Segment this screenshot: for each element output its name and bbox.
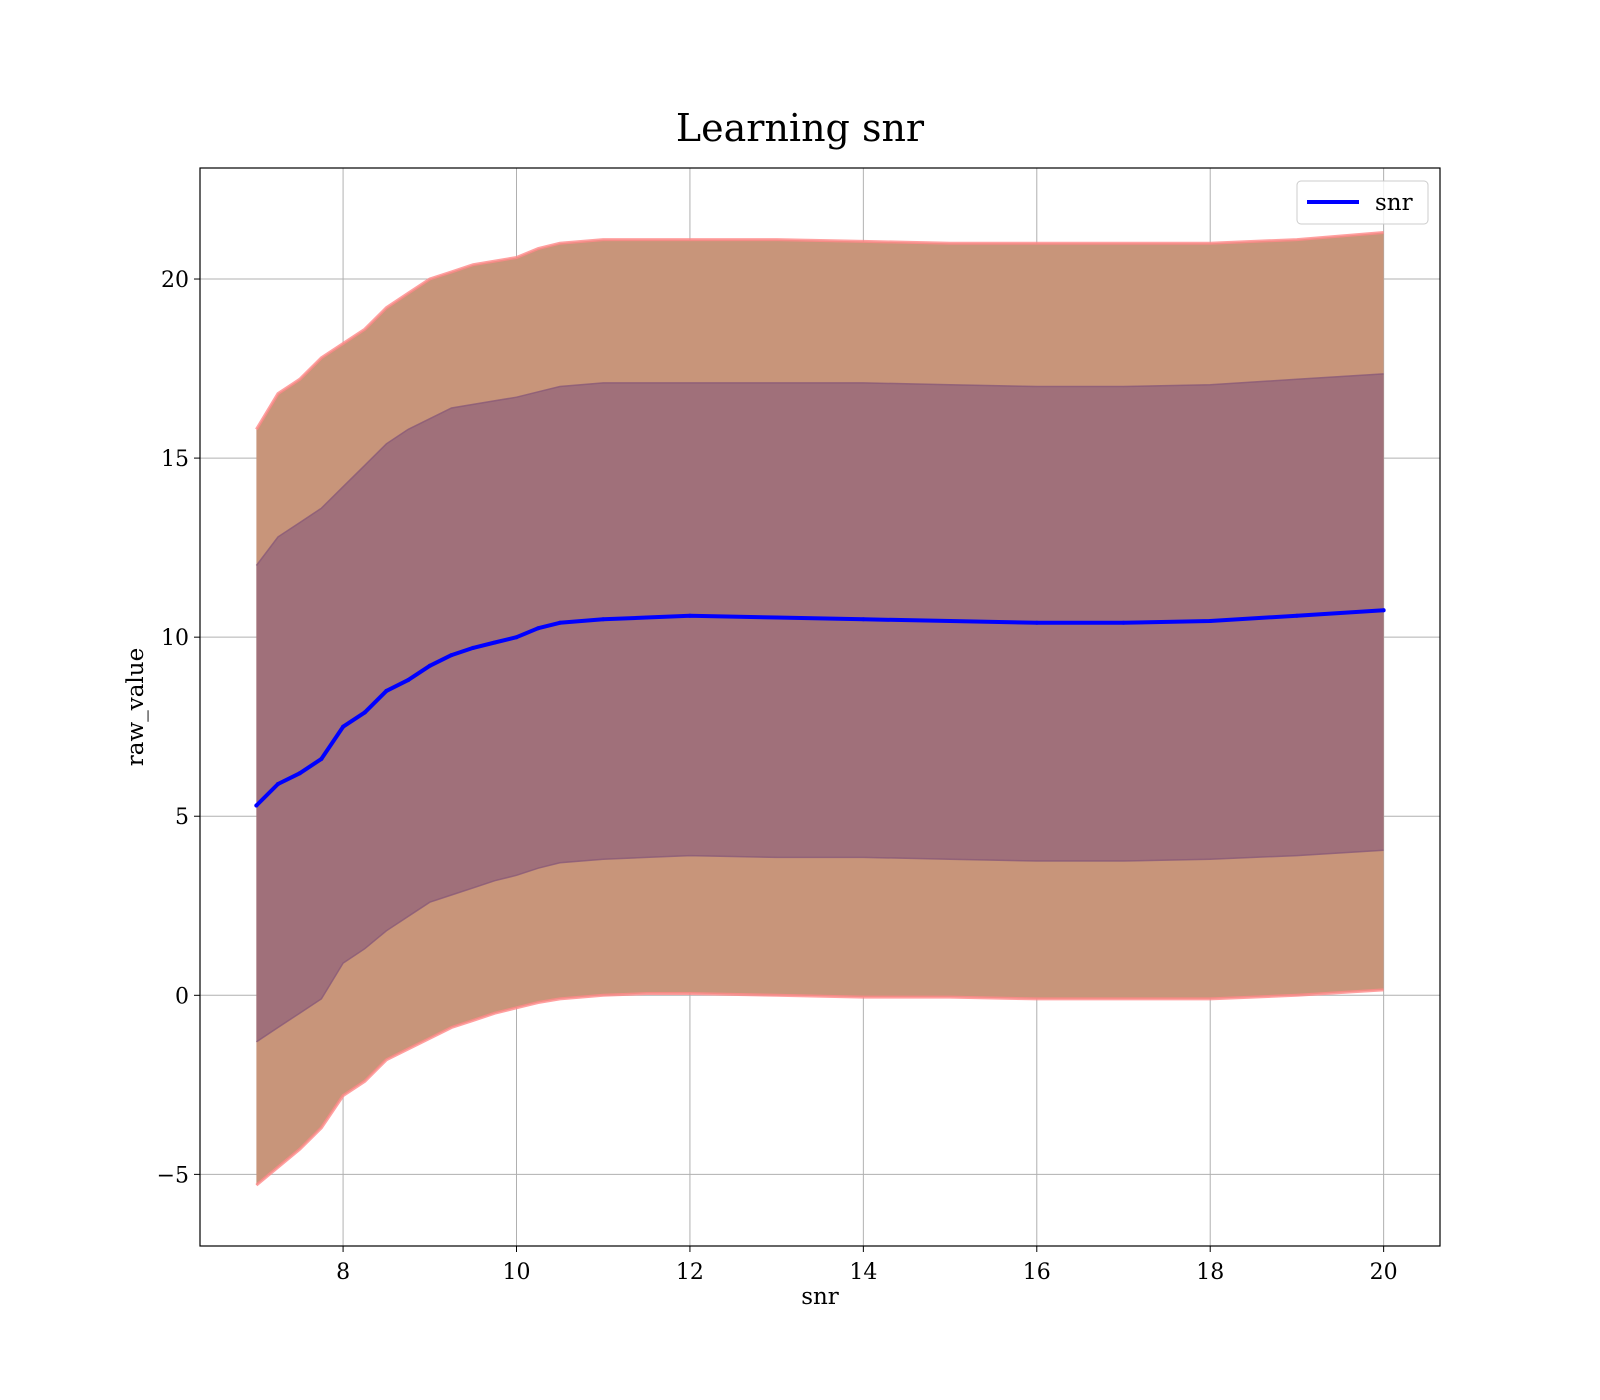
data-point <box>341 724 346 729</box>
data-point <box>948 619 953 623</box>
y-tick-label: 0 <box>175 984 189 1009</box>
legend: snr <box>1296 180 1429 225</box>
x-axis-label: snr <box>801 1284 839 1310</box>
x-tick-label: 12 <box>676 1260 704 1285</box>
legend-box <box>1296 180 1429 225</box>
data-point <box>536 626 541 631</box>
data-point <box>1208 619 1213 623</box>
inner-band-lower-edge <box>255 849 1384 1043</box>
bands <box>255 231 1384 1187</box>
outer-band-lower-edge <box>255 988 1384 1187</box>
data-point <box>1121 620 1126 625</box>
data-point <box>557 620 562 625</box>
data-point <box>427 663 432 668</box>
data-point <box>254 803 259 808</box>
data-point <box>1034 620 1039 625</box>
y-tick-label: 15 <box>161 447 189 472</box>
data-point <box>276 782 280 786</box>
data-point <box>406 678 411 683</box>
data-point <box>471 645 476 650</box>
y-tick-label: 20 <box>161 268 189 293</box>
data-point <box>492 640 497 645</box>
data-point <box>449 653 454 658</box>
x-tick-label: 16 <box>1023 1260 1051 1285</box>
data-point <box>362 710 367 715</box>
data-point <box>319 756 324 761</box>
data-point <box>687 613 692 618</box>
data-point <box>514 635 519 640</box>
plot-frame <box>199 167 1441 1247</box>
inner-band <box>256 373 1384 1042</box>
x-tick-label: 14 <box>849 1260 877 1285</box>
data-point <box>384 688 389 693</box>
data-point <box>1294 613 1299 618</box>
data-point <box>297 771 302 776</box>
x-tick-label: 10 <box>503 1260 531 1285</box>
lines <box>254 608 1386 808</box>
y-tick-label: 5 <box>175 805 189 830</box>
data-point <box>644 615 649 620</box>
data-point <box>1381 608 1386 613</box>
y-tick-label: −5 <box>157 1163 189 1188</box>
y-axis: −5 0 5 10 15 20 <box>157 268 200 1188</box>
inner-band-upper-edge <box>255 373 1384 566</box>
legend-label: snr <box>1375 190 1413 216</box>
series-line-snr <box>254 608 1386 808</box>
data-point <box>861 617 866 622</box>
x-tick-label: 8 <box>336 1260 350 1285</box>
x-tick-label: 20 <box>1370 1260 1398 1285</box>
outer-band-upper-edge <box>255 231 1384 431</box>
x-axis: 8 10 12 14 16 18 20 <box>336 1246 1398 1285</box>
x-tick-label: 18 <box>1196 1260 1224 1285</box>
data-point <box>601 617 606 622</box>
y-tick-label: 10 <box>161 626 189 651</box>
data-point <box>774 615 779 620</box>
y-axis-label: raw_value <box>123 648 149 766</box>
chart-title: Learning snr <box>676 106 925 150</box>
